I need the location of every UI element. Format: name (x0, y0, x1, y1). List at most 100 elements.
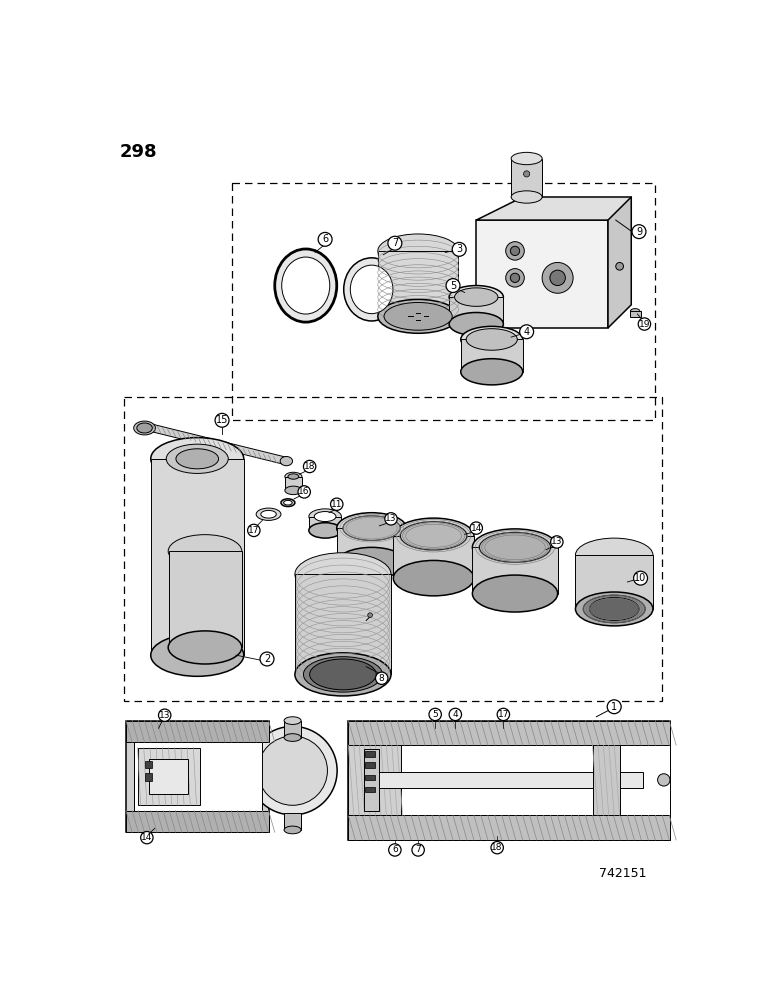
Circle shape (412, 844, 425, 856)
Text: 298: 298 (120, 143, 157, 161)
Circle shape (141, 831, 153, 844)
Circle shape (470, 522, 482, 534)
Circle shape (608, 700, 621, 714)
Text: 13: 13 (551, 537, 563, 546)
Circle shape (616, 262, 624, 270)
Circle shape (384, 513, 398, 525)
Bar (365, 762, 374, 768)
Text: 4: 4 (523, 327, 530, 337)
Circle shape (520, 325, 533, 339)
Bar (364, 772, 643, 788)
Ellipse shape (449, 312, 503, 336)
Bar (126, 721, 269, 742)
Ellipse shape (309, 523, 341, 538)
Bar (378, 251, 459, 316)
Circle shape (506, 269, 524, 287)
Circle shape (158, 709, 171, 721)
Ellipse shape (284, 826, 301, 834)
Bar (348, 815, 670, 840)
Text: 3: 3 (456, 244, 462, 254)
Ellipse shape (261, 510, 276, 518)
Ellipse shape (344, 258, 400, 321)
Bar (348, 745, 670, 815)
Ellipse shape (282, 257, 330, 314)
Bar (309, 517, 341, 530)
Ellipse shape (176, 449, 218, 469)
Ellipse shape (248, 726, 337, 815)
Text: 17: 17 (498, 710, 509, 719)
Polygon shape (608, 197, 631, 328)
Ellipse shape (288, 474, 299, 479)
Bar (365, 774, 374, 780)
Ellipse shape (589, 597, 639, 620)
Ellipse shape (283, 500, 292, 505)
Bar (575, 555, 653, 609)
Bar (126, 811, 269, 832)
Ellipse shape (284, 734, 301, 741)
Bar (337, 528, 407, 563)
Ellipse shape (378, 234, 459, 268)
Polygon shape (476, 197, 631, 220)
Ellipse shape (472, 529, 557, 566)
Text: 2: 2 (264, 654, 270, 664)
Circle shape (298, 486, 310, 498)
Ellipse shape (337, 513, 407, 544)
Text: 6: 6 (322, 234, 328, 244)
Circle shape (542, 262, 573, 293)
Text: 10: 10 (635, 573, 647, 583)
Bar (124, 397, 662, 701)
Ellipse shape (350, 265, 393, 314)
Circle shape (638, 318, 651, 330)
Text: 14: 14 (141, 833, 153, 842)
Ellipse shape (256, 508, 281, 520)
Circle shape (260, 652, 274, 666)
Ellipse shape (137, 423, 152, 433)
Ellipse shape (309, 509, 341, 524)
Ellipse shape (575, 592, 653, 626)
Ellipse shape (168, 535, 242, 568)
Ellipse shape (378, 299, 459, 333)
Ellipse shape (134, 421, 155, 435)
Circle shape (658, 774, 670, 786)
Circle shape (375, 672, 388, 684)
Bar (511, 158, 542, 197)
Ellipse shape (583, 595, 645, 623)
Circle shape (491, 841, 503, 854)
Ellipse shape (393, 518, 474, 554)
Circle shape (523, 171, 530, 177)
Text: 7: 7 (391, 238, 398, 248)
Bar (134, 742, 262, 811)
Text: 11: 11 (331, 500, 343, 509)
Bar (365, 751, 374, 757)
Ellipse shape (461, 359, 523, 385)
Text: 9: 9 (636, 227, 642, 237)
Bar (284, 813, 301, 830)
Text: 6: 6 (392, 845, 398, 854)
Ellipse shape (575, 538, 653, 572)
Text: 14: 14 (471, 524, 482, 533)
Ellipse shape (168, 631, 242, 664)
Bar (149, 759, 188, 794)
Circle shape (634, 571, 648, 585)
Ellipse shape (455, 288, 498, 306)
Bar (126, 721, 269, 832)
Ellipse shape (295, 653, 391, 696)
Text: 16: 16 (299, 487, 310, 496)
Circle shape (452, 242, 466, 256)
Circle shape (367, 613, 372, 617)
Circle shape (388, 844, 401, 856)
Circle shape (510, 273, 520, 282)
Circle shape (248, 524, 260, 537)
Bar (393, 536, 474, 578)
Bar (348, 721, 670, 745)
Circle shape (550, 536, 563, 548)
Ellipse shape (401, 522, 467, 550)
Ellipse shape (384, 302, 452, 330)
Text: 17: 17 (248, 526, 259, 535)
Text: 18: 18 (492, 843, 503, 852)
Bar (592, 745, 620, 815)
Text: 18: 18 (304, 462, 316, 471)
Circle shape (506, 242, 524, 260)
Text: 5: 5 (450, 281, 456, 291)
Bar (295, 574, 391, 674)
